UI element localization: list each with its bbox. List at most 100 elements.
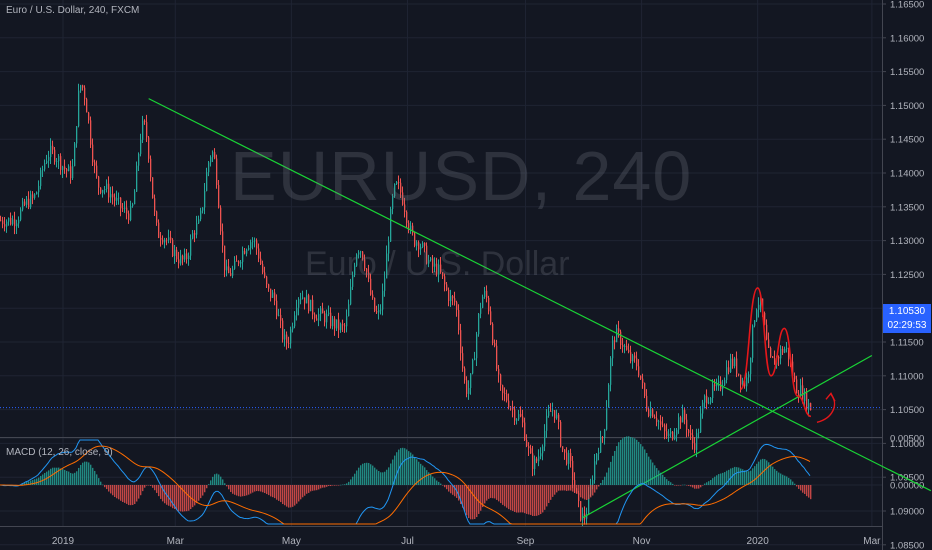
candle-body [258,248,260,259]
macd-histogram-bar [810,485,812,500]
candle-body [178,259,180,264]
macd-histogram-bar [686,485,688,486]
candle-body [700,413,702,433]
macd-histogram-bar [394,455,396,485]
candle-body [276,300,278,316]
macd-histogram-bar [736,467,738,485]
trendline[interactable] [148,98,932,492]
price-tick-label: 1.14000 [890,169,924,180]
candle-body [592,480,594,485]
candle-body [38,185,40,193]
macd-axis[interactable]: 0.00500 0.00000 [890,434,924,492]
macd-histogram-bar [592,485,594,496]
projection-drawing[interactable] [739,287,836,424]
candle-body [126,207,128,214]
projection-wave[interactable] [739,287,812,418]
candle-body [72,166,74,179]
candle-body [314,314,316,319]
candle-body [182,255,184,260]
price-axis[interactable]: 1.16500 1.16000 1.15500 1.15000 1.14500 1.140… [882,0,924,550]
macd-histogram-bar [24,482,26,485]
candle-body [352,275,354,287]
candle-body [458,309,460,331]
macd-histogram-bar [688,485,690,486]
candle-body [396,182,398,184]
macd-histogram-bar [170,485,172,507]
candle-body [222,231,224,246]
candle-body [394,183,396,197]
macd-histogram-bar [106,485,108,490]
macd-histogram-bar [416,459,418,485]
time-tick-label: May [282,536,301,547]
series-title[interactable]: Euro / U.S. Dollar, 240, FXCM [6,5,140,16]
macd-histogram-bar [26,481,28,485]
price-tick-label: 1.16000 [890,33,924,44]
candle-body [344,325,346,327]
candle-body [498,368,500,375]
macd-histogram-bar [150,485,152,486]
candle-body [628,349,630,353]
macd-histogram-bar [224,483,226,485]
macd-histogram-bar [70,472,72,485]
candle-body [282,320,284,340]
candle-body [302,297,304,299]
macd-histogram-bar [346,483,348,485]
trendline[interactable] [582,354,873,519]
candle-body [526,439,528,447]
macd-histogram-bar [212,476,214,485]
macd-title[interactable]: MACD (12, 26, close, 9) [6,447,113,458]
macd-histogram-bar [712,478,714,485]
trendlines[interactable] [148,98,932,519]
candle-body [654,416,656,419]
macd-histogram-bar [514,485,516,512]
candle-body [494,343,496,346]
macd-histogram-bar [588,485,590,500]
candle-body [784,348,786,353]
candle-body [94,162,96,166]
macd-histogram-bar [218,474,220,485]
price-tick-label: 1.14500 [890,135,924,146]
candle-body [470,373,472,388]
macd-histogram-bar [668,480,670,485]
candle-body [76,126,78,144]
candle-body [0,220,2,222]
macd-histogram-bar [398,449,400,485]
macd-histogram-bar [304,485,306,496]
macd-histogram-bar [430,474,432,485]
macd-histogram-bar [198,485,200,501]
macd-pane[interactable] [0,436,812,525]
candle-body [624,345,626,347]
macd-histogram-bar [662,474,664,485]
time-tick-label: Nov [633,536,651,547]
candle-body [52,145,54,150]
candle-body [8,217,10,222]
price-tick-label: 1.12500 [890,270,924,281]
candle-body [170,237,172,240]
candle-body [192,233,194,239]
candle-body [432,258,434,267]
macd-histogram-bar [454,485,456,497]
candle-body [802,385,804,401]
candle-body [140,139,142,154]
candle-body [36,192,38,195]
macd-histogram-bar [792,481,794,485]
macd-histogram-bar [582,485,584,499]
macd-histogram-bar [790,479,792,485]
macd-histogram-bar [594,485,596,493]
candle-body [704,395,706,403]
macd-histogram-bar [672,483,674,485]
candle-body [66,169,68,172]
candle-body [566,452,568,464]
macd-histogram-bar [786,476,788,485]
macd-histogram-bar [336,485,338,486]
candle-body [640,375,642,379]
candle-body [132,204,134,207]
macd-histogram-bar [66,470,68,485]
candle-body [428,260,430,264]
macd-histogram-bar [290,485,292,508]
time-axis[interactable]: 2019 Mar May Jul Sep Nov 2020 Mar [52,536,881,547]
candle-body [778,356,780,359]
candle-body [358,252,360,255]
macd-histogram-bar [622,438,624,485]
